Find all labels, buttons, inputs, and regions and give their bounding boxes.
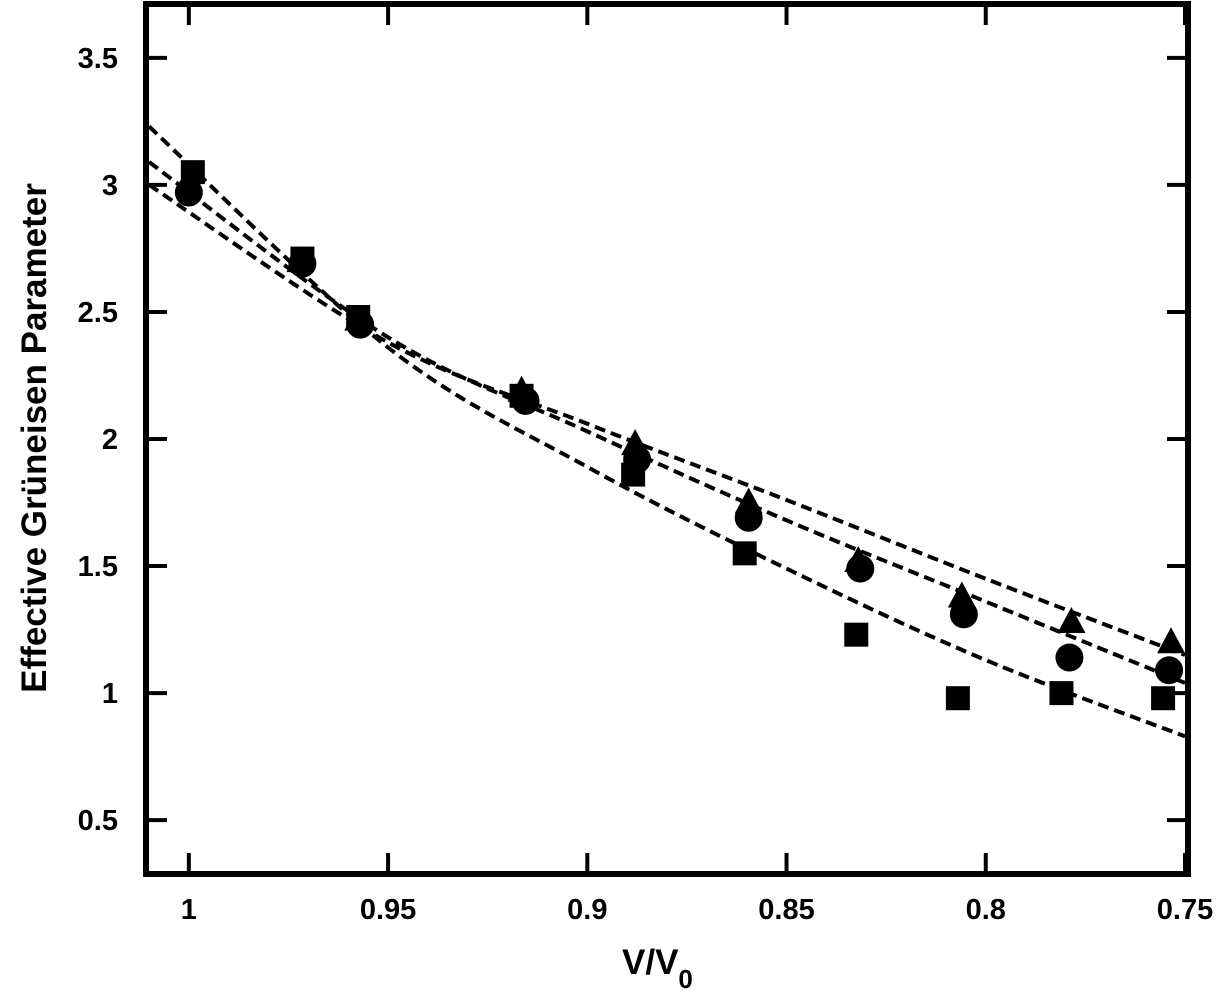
triangle-marker — [1057, 606, 1086, 633]
x-axis-label-main: V/V — [622, 943, 679, 982]
square-marker — [346, 305, 371, 330]
triangle-marker — [947, 581, 976, 608]
plot-frame — [143, 1, 1191, 877]
square-marker — [1049, 681, 1074, 706]
circle-marker — [1155, 656, 1184, 685]
x-tick-label: 0.75 — [1157, 894, 1213, 926]
square-marker — [732, 541, 757, 566]
x-tick-label: 0.8 — [966, 894, 1006, 926]
circle-marker — [846, 554, 875, 583]
triangle-marker — [1157, 627, 1186, 654]
x-axis-label-subscript: 0 — [678, 964, 692, 994]
y-axis-ticks: 0.5 1 1.5 2 2.5 3 3.5 — [78, 43, 1185, 837]
square-marker — [621, 462, 646, 487]
fit-line-triangle — [147, 183, 1186, 657]
y-tick-label: 2 — [102, 424, 118, 456]
y-tick-label: 2.5 — [78, 297, 118, 329]
circle-marker — [1055, 643, 1084, 672]
x-tick-label: 0.9 — [567, 894, 607, 926]
square-marker — [1151, 686, 1176, 711]
fit-line-square — [147, 124, 1186, 739]
square-marker — [180, 160, 205, 185]
x-tick-label: 0.95 — [360, 894, 416, 926]
circle-marker — [734, 503, 763, 532]
y-axis-label: Effective Grüneisen Parameter — [15, 183, 54, 693]
y-tick-label: 1.5 — [78, 551, 118, 583]
data-markers — [174, 160, 1186, 711]
y-tick-label: 3.5 — [78, 43, 118, 75]
x-tick-label: 0.85 — [758, 894, 814, 926]
y-tick-label: 3 — [102, 170, 118, 202]
fit-line-circle — [147, 160, 1186, 685]
circle-marker — [174, 178, 203, 207]
x-axis-ticks: 1 0.95 0.9 0.85 0.8 0.75 — [181, 7, 1213, 926]
square-marker — [945, 686, 970, 711]
square-marker — [844, 622, 869, 647]
square-marker — [290, 246, 315, 271]
fit-lines — [147, 124, 1186, 739]
y-tick-label: 1 — [102, 678, 118, 710]
x-tick-label: 1 — [181, 894, 197, 926]
x-axis-label: V/V0 — [622, 943, 693, 994]
circle-marker — [949, 600, 978, 629]
square-marker — [509, 383, 534, 408]
y-tick-label: 0.5 — [78, 805, 118, 837]
